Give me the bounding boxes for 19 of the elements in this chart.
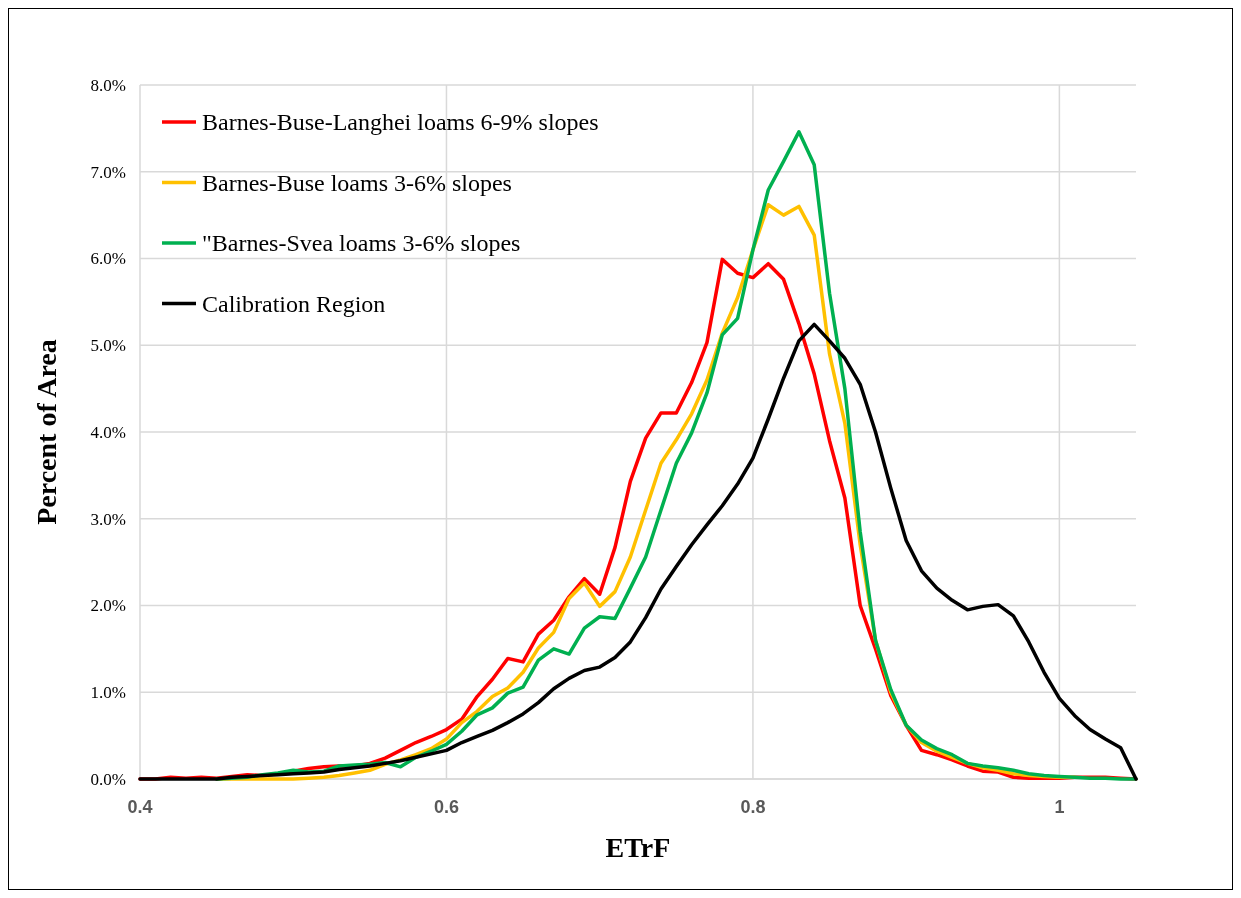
y-tick-label: 1.0% [90, 683, 126, 703]
x-tick-label: 0.8 [740, 797, 766, 817]
y-axis-title: Percent of Area [31, 339, 62, 525]
y-tick-label: 2.0% [90, 596, 126, 616]
x-tick-label: 1 [1054, 797, 1065, 817]
legend-label: Calibration Region [202, 290, 386, 317]
y-tick-label: 5.0% [90, 336, 126, 356]
legend-label: "Barnes-Svea loams 3-6% slopes [202, 230, 521, 257]
y-tick-label: 0.0% [90, 769, 126, 789]
y-tick-label: 7.0% [90, 162, 126, 182]
legend-label: Barnes-Buse-Langhei loams 6-9% slopes [202, 109, 599, 136]
y-tick-label: 3.0% [90, 509, 126, 529]
legend-label: Barnes-Buse loams 3-6% slopes [202, 169, 512, 196]
y-tick-label: 6.0% [90, 249, 126, 269]
y-tick-label: 4.0% [90, 422, 126, 442]
y-tick-label: 8.0% [90, 75, 126, 95]
x-axis-title: ETrF [605, 832, 671, 863]
x-tick-label: 0.4 [127, 797, 153, 817]
x-tick-label: 0.6 [433, 797, 459, 817]
